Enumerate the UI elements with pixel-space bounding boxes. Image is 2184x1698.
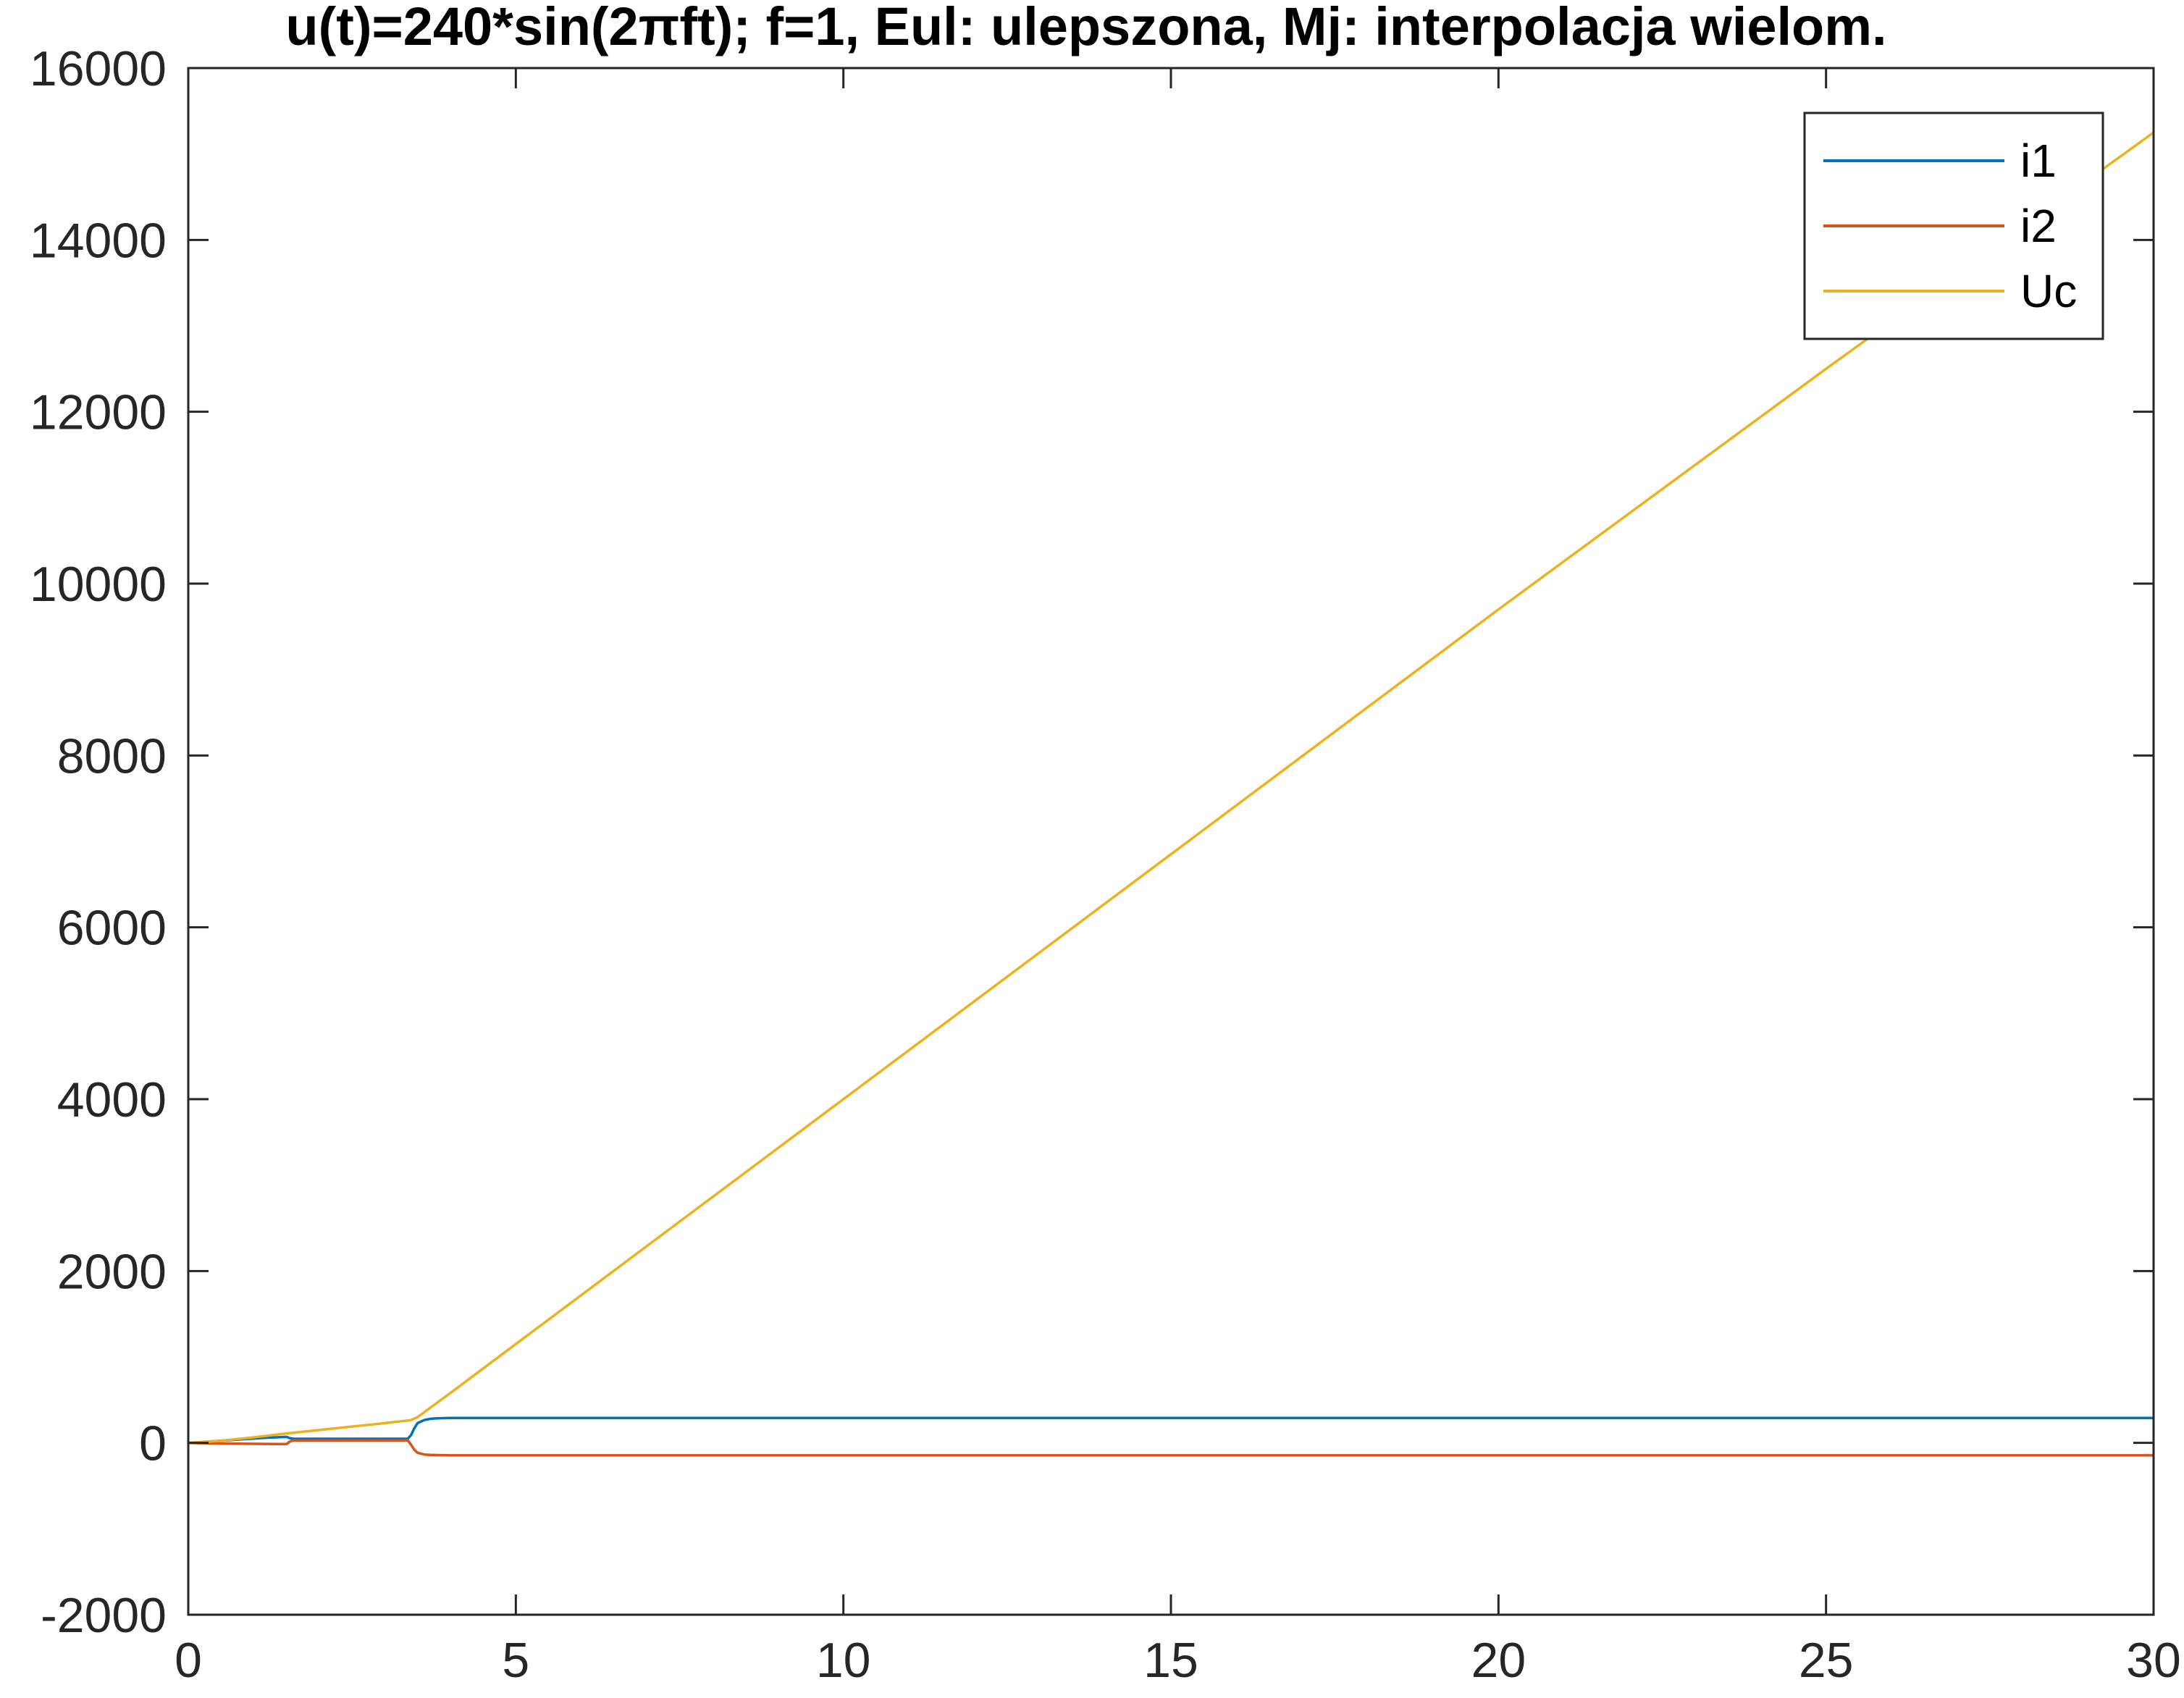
y-tick-label: 4000 bbox=[57, 1072, 167, 1127]
y-tick-label: 16000 bbox=[30, 41, 167, 96]
legend: i1 i2 Uc bbox=[1803, 112, 2104, 340]
x-tick-label: 20 bbox=[1471, 1633, 1526, 1688]
series-line-i2 bbox=[188, 1439, 2154, 1457]
y-tick-label: 2000 bbox=[57, 1244, 167, 1299]
series-line-i1 bbox=[188, 1416, 2154, 1445]
legend-label-uc: Uc bbox=[2020, 265, 2077, 317]
x-tick-label: 30 bbox=[2126, 1633, 2181, 1688]
y-tick-label: 6000 bbox=[57, 901, 167, 956]
y-tick-label: 12000 bbox=[30, 385, 167, 440]
x-tick-label: 25 bbox=[1799, 1633, 1854, 1688]
x-tick-label: 0 bbox=[175, 1633, 202, 1688]
series-line-uc bbox=[188, 131, 2155, 1445]
x-tick-label: 5 bbox=[502, 1633, 529, 1688]
y-tick-label: -2000 bbox=[41, 1588, 167, 1643]
y-tick-label: 10000 bbox=[30, 557, 167, 612]
legend-label-i1: i1 bbox=[2020, 135, 2057, 187]
axes: 0 5 10 15 20 25 30-200002000400060008000100001… bbox=[30, 41, 2181, 1688]
x-tick-label: 10 bbox=[816, 1633, 871, 1688]
series-layer bbox=[188, 131, 2155, 1457]
y-tick-label: 0 bbox=[139, 1416, 167, 1471]
x-tick-label: 15 bbox=[1143, 1633, 1198, 1688]
chart-title: u(t)=240*sin(2πft); f=1, Eul: ulepszona,… bbox=[285, 0, 1886, 56]
y-tick-label: 8000 bbox=[57, 728, 167, 783]
legend-label-i2: i2 bbox=[2020, 200, 2057, 252]
y-tick-label: 14000 bbox=[30, 213, 167, 268]
